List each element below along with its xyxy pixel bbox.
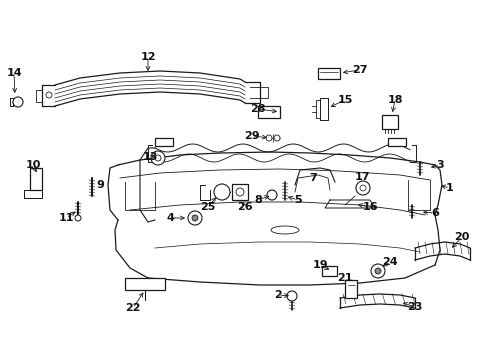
Bar — [317, 68, 339, 79]
Text: 28: 28 — [250, 104, 265, 114]
Text: 27: 27 — [351, 65, 367, 75]
Text: 2: 2 — [274, 290, 281, 300]
Circle shape — [265, 135, 271, 141]
Text: 6: 6 — [430, 208, 438, 218]
Text: 16: 16 — [362, 202, 377, 212]
Circle shape — [273, 135, 280, 141]
Bar — [155, 138, 173, 146]
Bar — [345, 280, 356, 298]
Text: 25: 25 — [200, 202, 215, 212]
Text: 23: 23 — [407, 302, 422, 312]
Text: 3: 3 — [435, 160, 443, 170]
Circle shape — [236, 188, 244, 196]
Circle shape — [214, 184, 229, 200]
Text: 9: 9 — [96, 180, 104, 190]
Bar — [321, 266, 336, 276]
Text: 14: 14 — [6, 68, 22, 78]
Text: 20: 20 — [453, 232, 469, 242]
Text: 29: 29 — [244, 131, 259, 141]
Ellipse shape — [270, 226, 298, 234]
Text: 7: 7 — [308, 173, 316, 183]
Text: 15: 15 — [337, 95, 352, 105]
Circle shape — [151, 151, 164, 165]
Bar — [125, 278, 164, 290]
Text: 13: 13 — [142, 152, 157, 162]
Bar — [387, 138, 405, 146]
Circle shape — [75, 215, 81, 221]
Text: 21: 21 — [337, 273, 352, 283]
Bar — [30, 168, 42, 190]
Bar — [381, 115, 397, 129]
Text: 8: 8 — [254, 195, 262, 205]
Circle shape — [355, 181, 369, 195]
Circle shape — [370, 264, 384, 278]
Bar — [231, 184, 247, 200]
Text: 26: 26 — [237, 202, 252, 212]
Circle shape — [187, 211, 202, 225]
Text: 10: 10 — [25, 160, 41, 170]
Text: 24: 24 — [382, 257, 397, 267]
Circle shape — [192, 215, 198, 221]
Circle shape — [46, 92, 52, 98]
Text: 22: 22 — [125, 303, 141, 313]
Circle shape — [359, 185, 365, 191]
Text: 1: 1 — [445, 183, 453, 193]
Text: 11: 11 — [58, 213, 74, 223]
Circle shape — [13, 97, 23, 107]
Circle shape — [286, 291, 296, 301]
Text: 18: 18 — [386, 95, 402, 105]
Text: 12: 12 — [140, 52, 156, 62]
Circle shape — [374, 268, 380, 274]
Circle shape — [266, 190, 276, 200]
Text: 5: 5 — [294, 195, 301, 205]
Bar — [258, 106, 280, 118]
Text: 17: 17 — [353, 172, 369, 182]
Circle shape — [155, 155, 161, 161]
Text: 19: 19 — [311, 260, 327, 270]
Text: 4: 4 — [166, 213, 174, 223]
